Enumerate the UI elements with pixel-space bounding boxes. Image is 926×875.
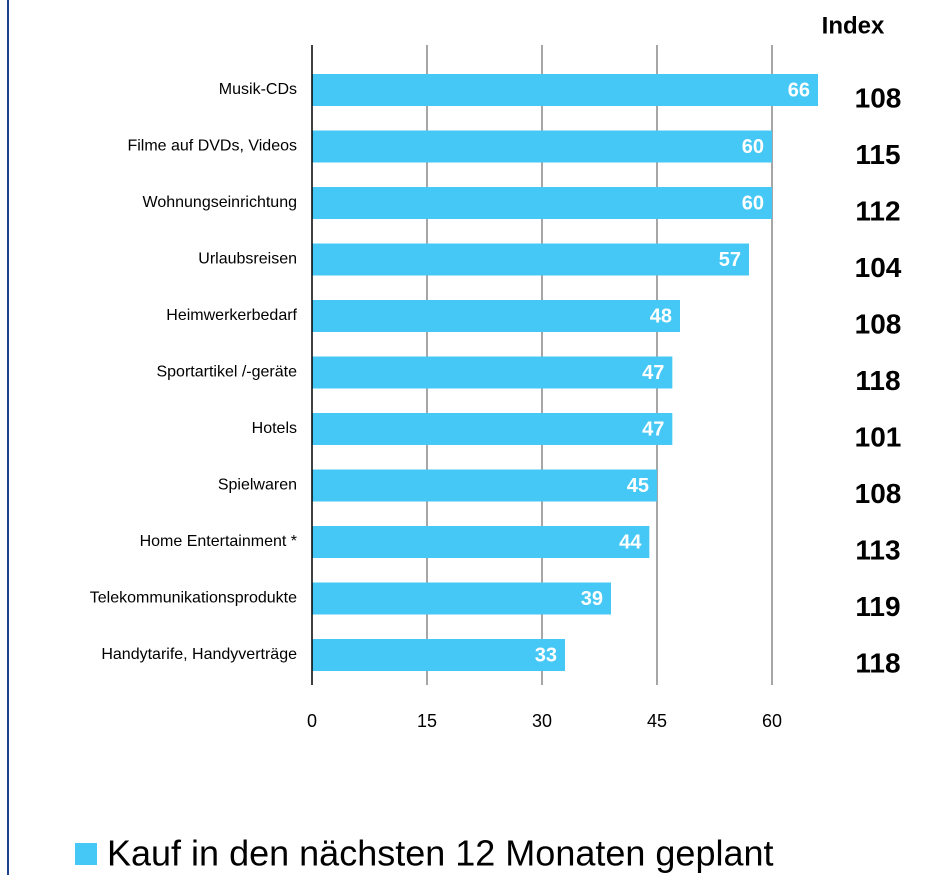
y-tick-label: Musik-CDs xyxy=(219,81,297,98)
index-value: 112 xyxy=(855,195,900,226)
x-tick-label: 30 xyxy=(532,711,552,731)
value-label: 60 xyxy=(742,192,764,214)
index-title: Index xyxy=(822,12,885,39)
x-tick-label: 60 xyxy=(762,711,782,731)
value-label: 44 xyxy=(619,531,642,553)
bar xyxy=(312,526,650,558)
bar xyxy=(312,356,673,389)
y-tick-label: Sportartikel /-geräte xyxy=(156,364,297,381)
value-label: 48 xyxy=(650,305,672,327)
index-value: 101 xyxy=(855,421,902,452)
x-tick-label: 45 xyxy=(647,711,667,731)
bar xyxy=(312,243,749,276)
bar xyxy=(312,413,673,445)
value-label: 60 xyxy=(742,136,764,158)
bar xyxy=(312,469,657,502)
x-tick-label: 15 xyxy=(417,711,437,731)
index-value: 113 xyxy=(855,534,900,565)
value-label: 66 xyxy=(788,79,810,101)
index-value: 108 xyxy=(855,82,902,113)
value-label: 47 xyxy=(642,418,664,440)
value-label: 45 xyxy=(627,475,649,497)
value-label: 39 xyxy=(581,588,603,610)
bar xyxy=(312,582,611,615)
bar xyxy=(312,300,680,332)
index-value: 108 xyxy=(855,478,902,509)
index-value: 118 xyxy=(855,647,900,678)
y-tick-label: Spielwaren xyxy=(218,477,297,494)
index-value: 118 xyxy=(855,365,900,396)
bar xyxy=(312,74,818,106)
index-value: 104 xyxy=(855,252,902,283)
index-value: 119 xyxy=(855,591,900,622)
value-label: 57 xyxy=(719,249,741,271)
legend-label: Kauf in den nächsten 12 Monaten geplant xyxy=(107,833,774,874)
y-tick-label: Hotels xyxy=(252,420,297,437)
y-tick-label: Home Entertainment * xyxy=(140,533,297,550)
bar xyxy=(312,639,565,671)
index-value: 115 xyxy=(855,139,900,170)
y-tick-label: Urlaubsreisen xyxy=(198,251,297,268)
bar xyxy=(312,187,772,219)
value-label: 47 xyxy=(642,362,664,384)
y-tick-label: Wohnungseinrichtung xyxy=(143,194,297,211)
index-value: 108 xyxy=(855,308,902,339)
x-tick-label: 0 xyxy=(307,711,317,731)
value-label: 33 xyxy=(535,644,557,666)
y-tick-label: Telekommunikationsprodukte xyxy=(90,590,297,607)
y-tick-label: Filme auf DVDs, Videos xyxy=(127,138,297,155)
y-tick-label: Handytarife, Handyverträge xyxy=(101,646,297,663)
bar xyxy=(312,130,772,163)
y-tick-label: Heimwerkerbedarf xyxy=(166,307,297,324)
legend-swatch xyxy=(75,843,97,865)
